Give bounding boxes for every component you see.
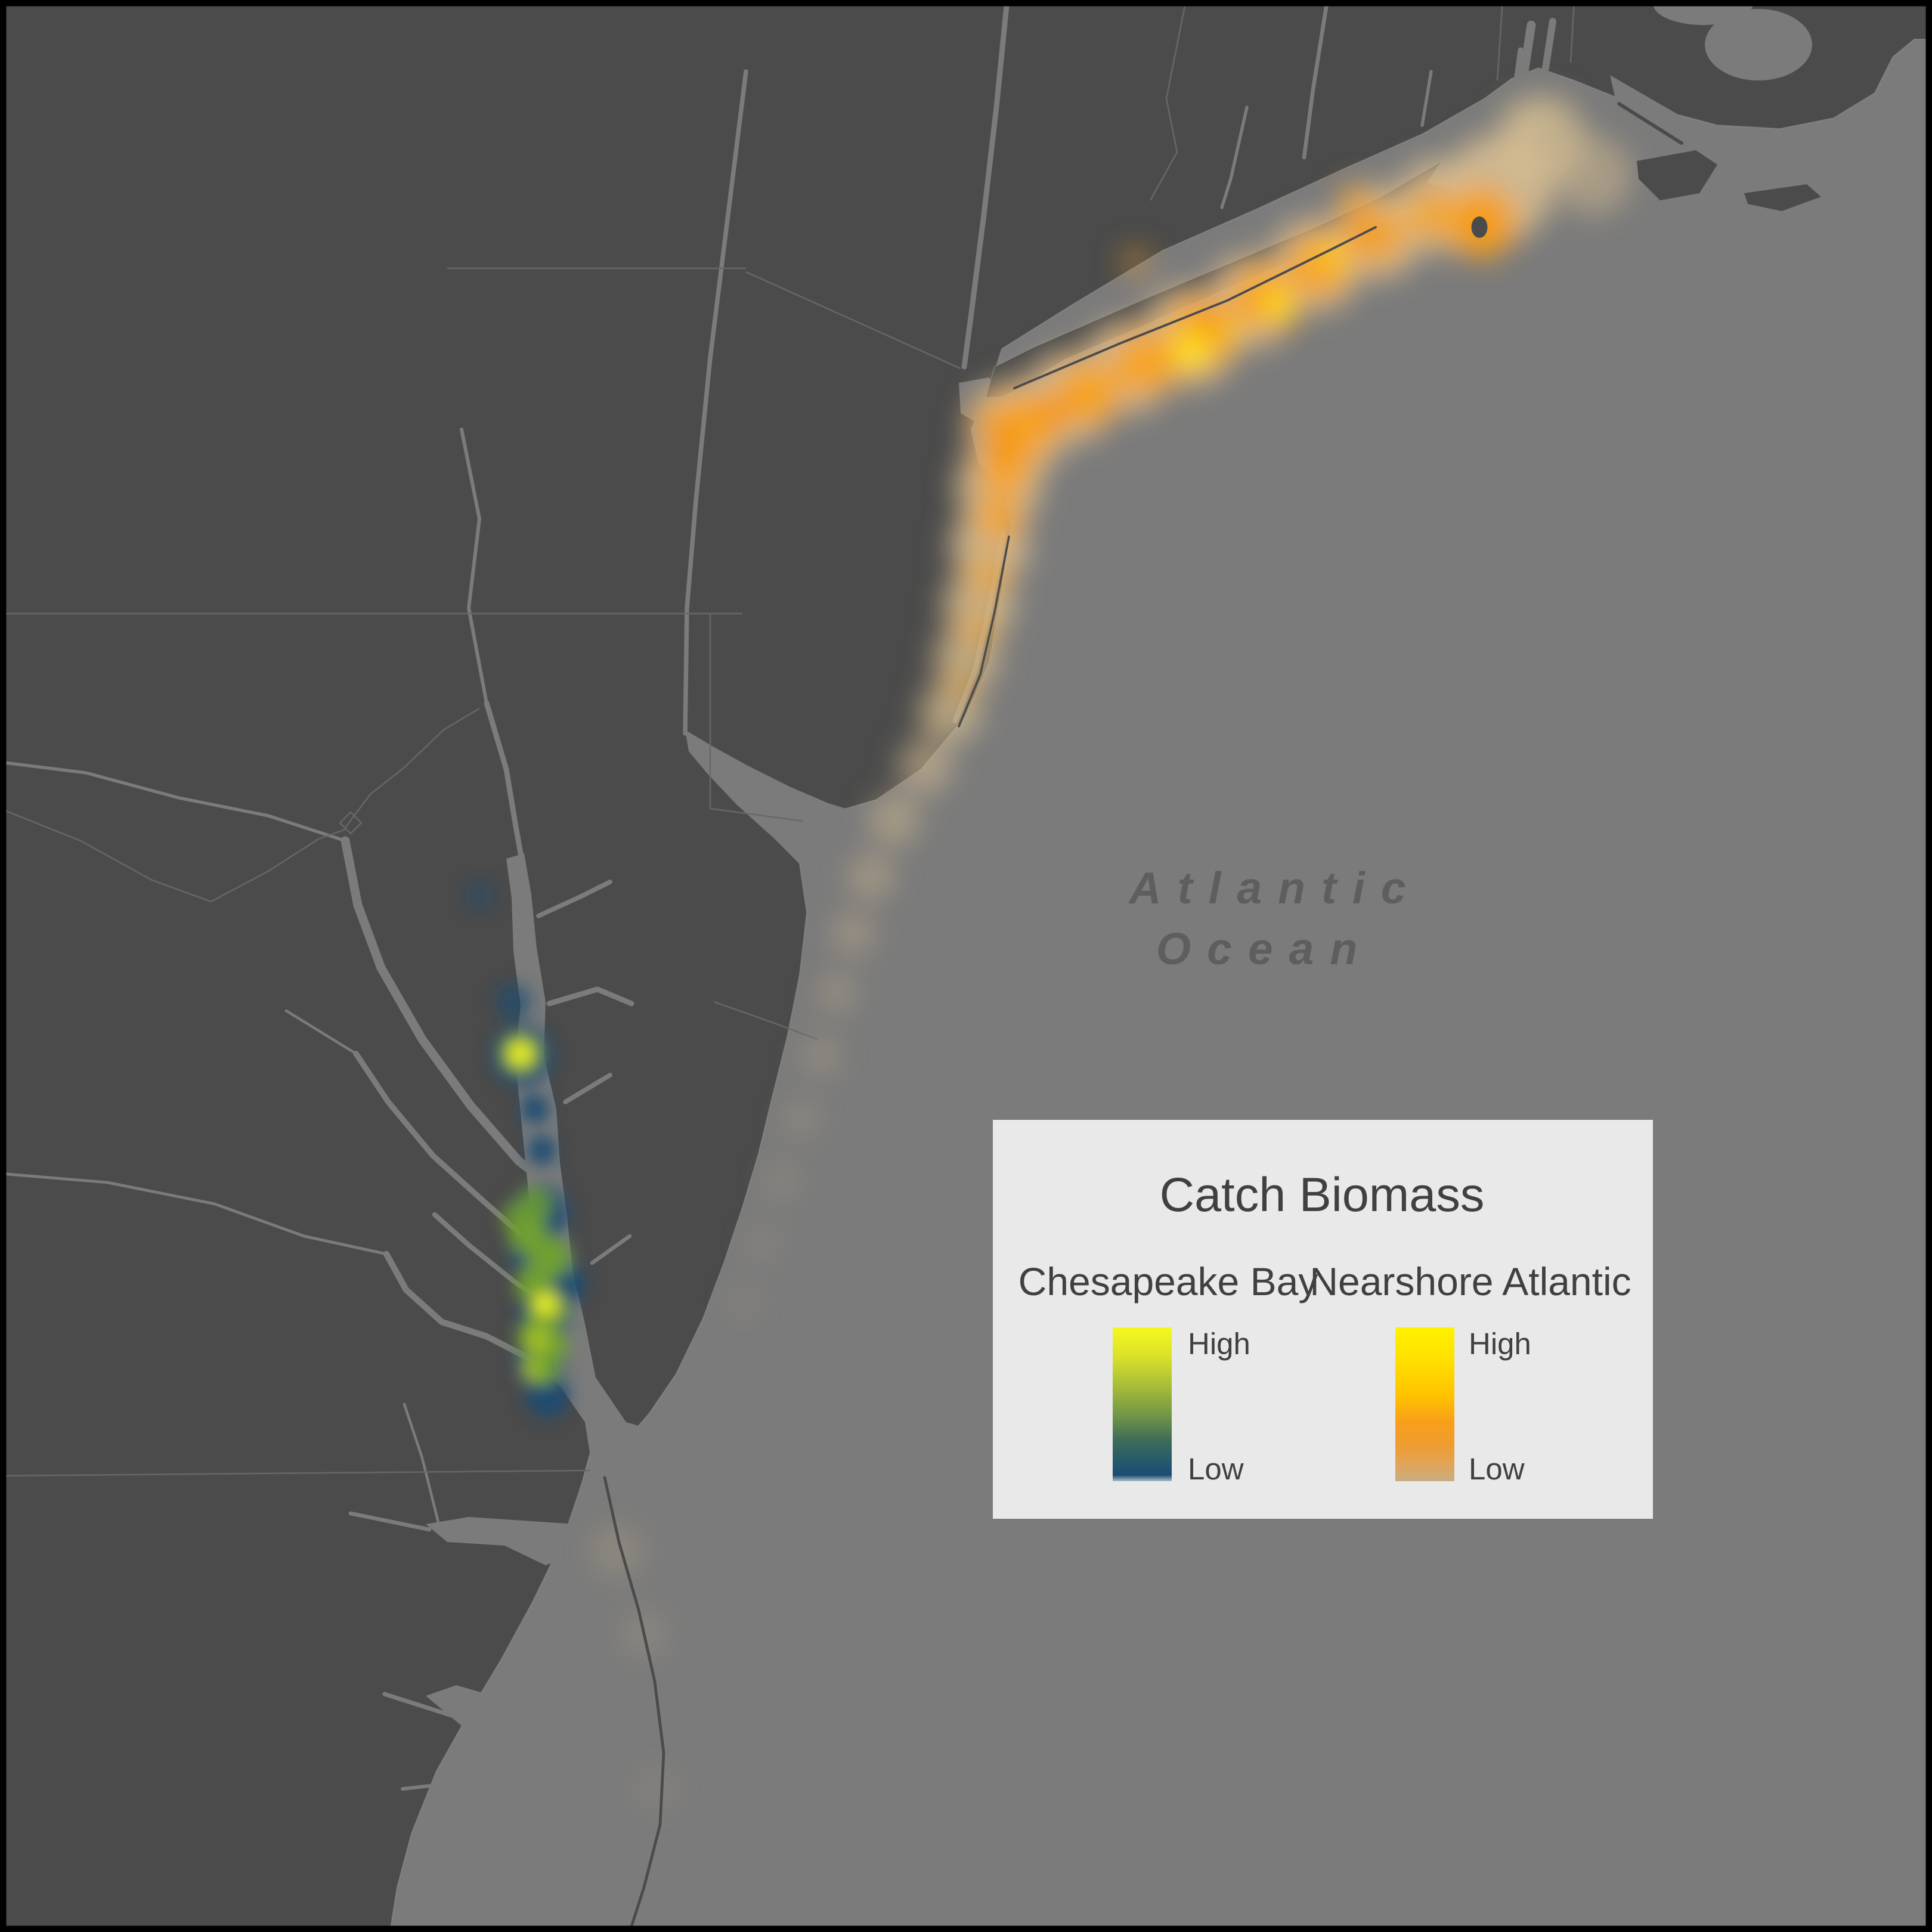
heatmap-chesapeake-bay — [465, 882, 585, 1417]
border-ct-ri — [1496, 0, 1504, 81]
ocean-label-line2: Ocean — [1156, 924, 1373, 974]
narragansett-bay-west-passage — [1519, 20, 1536, 76]
choptank-river — [546, 986, 634, 1007]
pamlico-river-water — [426, 1685, 540, 1750]
border-va-nc — [0, 1469, 591, 1477]
legend-low-atlantic: Low — [1469, 1452, 1525, 1486]
nanticoke-river — [563, 1073, 612, 1104]
delaware-river — [683, 69, 748, 736]
chester-river — [536, 880, 612, 918]
sakonnet-river — [1512, 47, 1524, 92]
thames-river — [1420, 70, 1433, 127]
legend-high-atlantic: High — [1469, 1327, 1531, 1361]
potomac-river — [340, 836, 563, 1196]
delaware-bay-water — [685, 730, 846, 864]
border-de-md — [709, 614, 804, 822]
neuse-river — [401, 1778, 485, 1791]
connecticut-river — [1302, 0, 1330, 160]
dc-boundary — [339, 811, 363, 835]
new-jersey-barrier-island — [958, 535, 1010, 727]
potomac-river-upper — [0, 760, 347, 843]
ocean-label-line1: Atlantic — [1128, 863, 1422, 913]
legend-header-chesapeake: Chesapeake Bay — [1018, 1259, 1318, 1304]
offshore-islands — [1471, 150, 1821, 238]
state-borders — [0, 0, 1575, 1477]
legend-title: Catch Biomass — [1160, 1168, 1485, 1222]
marthas-vineyard-island — [1637, 150, 1717, 200]
border-va-wv — [0, 807, 344, 903]
long-island-barrier-island — [1013, 226, 1377, 389]
housatonic-river — [1220, 106, 1249, 209]
chesapeake-bay-water — [506, 853, 648, 1470]
buzzards-bay-water — [1610, 75, 1708, 143]
legend: Catch Biomass Chesapeake Bay Nearshore A… — [993, 1120, 1653, 1519]
border-md-va-delmarva — [713, 1001, 818, 1041]
elizabeth-islands-chain — [1617, 102, 1683, 145]
susquehanna-river-upper — [460, 428, 488, 705]
legend-panel — [993, 1120, 1653, 1519]
albemarle-sound-water — [426, 1517, 576, 1565]
cape-cod-bay-water — [1705, 9, 1812, 80]
color-ramp-chesapeake — [1113, 1327, 1172, 1481]
outer-banks-barrier-island — [603, 1476, 665, 1932]
ocean-label: Atlantic Ocean — [1128, 863, 1422, 974]
border-ny-ct — [1149, 0, 1187, 201]
james-river-upper — [0, 1172, 388, 1256]
long-island-sound-water — [998, 75, 1546, 372]
rappahannock-river-upper — [284, 1009, 358, 1055]
susquehanna-river — [484, 700, 524, 856]
roanoke-river — [348, 1511, 432, 1532]
legend-high-chesapeake: High — [1188, 1327, 1250, 1361]
legend-header-atlantic: Nearshore Atlantic — [1309, 1259, 1631, 1304]
narragansett-bay-east-passage — [1542, 18, 1556, 72]
nantucket-island — [1744, 184, 1821, 211]
chowan-river — [402, 1402, 440, 1524]
barrier-islands — [603, 102, 1683, 1932]
color-ramp-atlantic — [1395, 1327, 1454, 1481]
pocomoke-river — [590, 1234, 632, 1265]
border-ri-ma — [1569, 0, 1575, 63]
border-md-wv — [342, 707, 480, 831]
border-ny-nj — [745, 271, 961, 370]
legend-low-chesapeake: Low — [1188, 1452, 1244, 1486]
block-island — [1471, 216, 1488, 238]
hudson-river — [961, 0, 1010, 370]
inland-waters — [426, 0, 1812, 1750]
pamlico-feeder-river — [382, 1692, 471, 1723]
heatmap-nearshore-atlantic — [590, 97, 1631, 1809]
